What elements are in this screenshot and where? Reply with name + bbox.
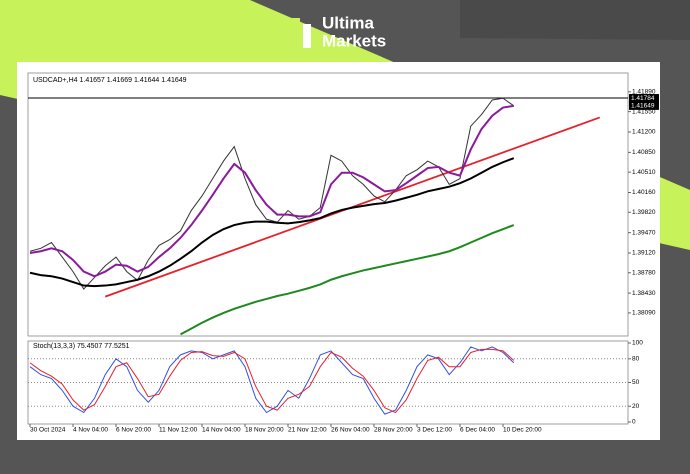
y-tick-label: 1.40160 (632, 189, 656, 196)
y-tick-label: 20 (632, 403, 640, 410)
price-tag-label: 1.41649 (631, 103, 655, 110)
y-tick-label: 1.38090 (632, 310, 656, 317)
y-tick-label: 50 (632, 379, 640, 386)
x-tick-label: 28 Nov 20:00 (374, 427, 413, 434)
chart-panel (17, 62, 660, 440)
y-tick-label: 1.41550 (632, 108, 656, 115)
price-tag (629, 101, 659, 110)
y-tick-label: 0 (632, 419, 636, 426)
price-tag (629, 94, 659, 103)
y-tick-label: 100 (632, 340, 643, 347)
x-tick-label: 6 Nov 20:00 (116, 427, 151, 434)
x-tick-label: 10 Dec 20:00 (503, 427, 542, 434)
moving-average (29, 104, 514, 278)
y-tick-label: 1.39470 (632, 229, 656, 236)
x-tick-label: 11 Nov 12:00 (159, 427, 198, 434)
logo-text: Markets (322, 31, 386, 50)
y-tick-label: 1.41200 (632, 129, 656, 136)
x-tick-label: 30 Oct 2024 (30, 427, 66, 434)
moving-average (29, 157, 515, 288)
y-tick-label: 1.38780 (632, 269, 656, 276)
stoch-line (29, 346, 515, 415)
y-tick-label: 1.41890 (632, 89, 656, 96)
price-line (29, 97, 515, 290)
y-tick-label: 1.39120 (632, 250, 656, 257)
y-tick-label: 1.38430 (632, 290, 656, 297)
logo-text: Ultima (322, 13, 375, 32)
stoch-title: Stoch(13,3,3) 75.4507 77.5251 (33, 343, 130, 350)
x-tick-label: 3 Dec 12:00 (417, 427, 452, 434)
y-tick-label: 1.40510 (632, 169, 656, 176)
logo-mark (292, 18, 300, 42)
logo: Ultima Markets (292, 13, 386, 50)
y-tick-label: 1.39820 (632, 209, 656, 216)
x-tick-label: 21 Nov 12:00 (288, 427, 327, 434)
x-tick-label: 18 Nov 20:00 (245, 427, 284, 434)
y-tick-label: 80 (632, 356, 640, 363)
x-tick-label: 14 Nov 04:00 (202, 427, 241, 434)
accent-shade (460, 0, 690, 40)
moving-average (180, 224, 515, 336)
x-tick-label: 6 Dec 04:00 (460, 427, 495, 434)
y-tick-label: 1.40850 (632, 149, 656, 156)
chart-title: USDCAD+,H4 1.41657 1.41669 1.41644 1.416… (33, 77, 187, 84)
x-tick-label: 4 Nov 04:00 (73, 427, 108, 434)
stoch-line (29, 348, 515, 414)
price-frame (27, 72, 629, 337)
x-tick-label: 26 Nov 04:00 (331, 427, 370, 434)
price-tag-label: 1.41784 (631, 95, 655, 102)
logo-mark (303, 24, 311, 48)
